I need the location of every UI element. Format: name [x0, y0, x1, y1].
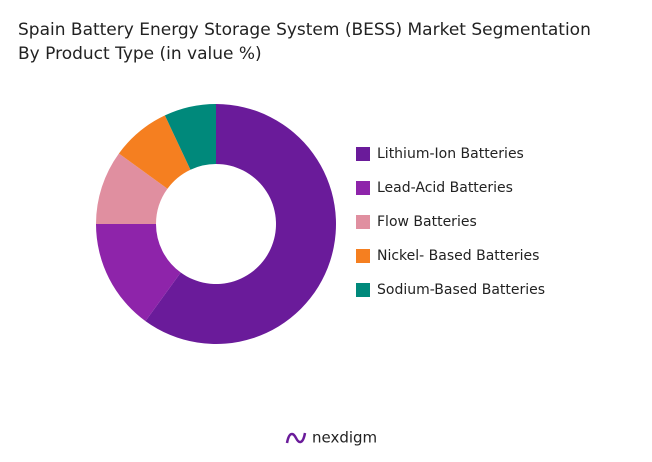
- logo-text: nexdigm: [312, 429, 377, 447]
- chart-title: Spain Battery Energy Storage System (BES…: [18, 20, 591, 40]
- legend-swatch: [356, 181, 370, 195]
- donut-slice: [96, 224, 181, 322]
- legend-label: Nickel- Based Batteries: [377, 248, 539, 264]
- donut-slice: [164, 104, 216, 170]
- legend-swatch: [356, 249, 370, 263]
- legend-swatch: [356, 215, 370, 229]
- donut-slice: [96, 153, 168, 224]
- legend-label: Lead-Acid Batteries: [377, 180, 513, 196]
- legend-label: Sodium-Based Batteries: [377, 282, 545, 298]
- logo-icon: [285, 432, 307, 444]
- donut-slice: [145, 104, 337, 344]
- legend-swatch: [356, 147, 370, 161]
- legend-label: Flow Batteries: [377, 214, 477, 230]
- logo: nexdigm: [285, 429, 377, 447]
- chart-subtitle: By Product Type (in value %): [18, 44, 262, 64]
- legend-label: Lithium-Ion Batteries: [377, 146, 524, 162]
- legend-swatch: [356, 283, 370, 297]
- donut-slice: [118, 115, 191, 189]
